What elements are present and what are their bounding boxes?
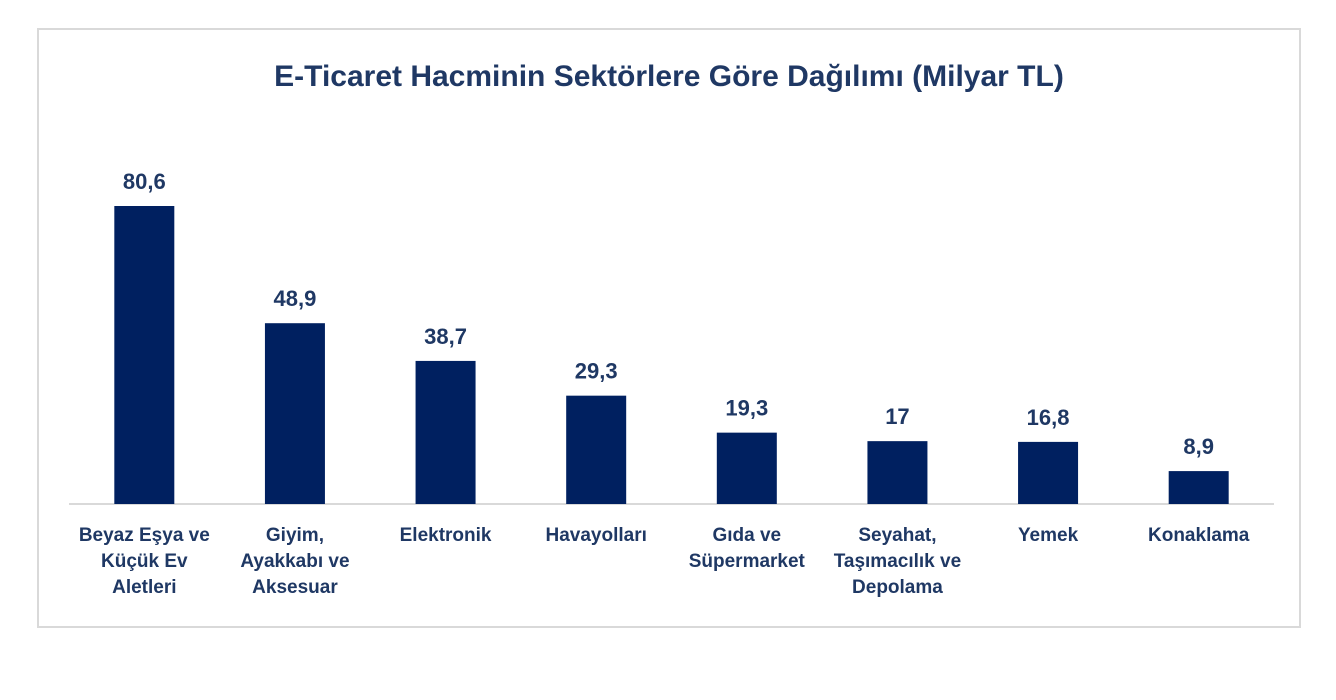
data-label: 48,9 bbox=[274, 286, 317, 311]
bar bbox=[1018, 441, 1079, 504]
data-label: 19,3 bbox=[725, 396, 768, 421]
category-label-line: Beyaz Eşya ve bbox=[78, 525, 210, 546]
data-label: 8,9 bbox=[1183, 434, 1214, 459]
category-label-line: Aletleri bbox=[112, 577, 177, 598]
bar bbox=[867, 441, 928, 504]
category-label-line: Ayakkabı ve bbox=[240, 551, 350, 572]
chart-title: E-Ticaret Hacminin Sektörlere Göre Dağıl… bbox=[274, 60, 1064, 93]
category-label: Yemek bbox=[973, 523, 1123, 549]
category-label-line: Süpermarket bbox=[688, 551, 805, 572]
category-label-line: Havayolları bbox=[545, 525, 647, 546]
category-label: Gıda ve Süpermarket bbox=[672, 523, 822, 575]
bar bbox=[1168, 471, 1229, 504]
bar bbox=[114, 206, 175, 504]
category-label-line: Gıda ve bbox=[712, 525, 782, 546]
data-label: 16,8 bbox=[1027, 405, 1070, 430]
category-label-line: Konaklama bbox=[1148, 525, 1250, 546]
category-label: Beyaz Eşya ve Küçük Ev Aletleri bbox=[69, 523, 219, 601]
data-label: 80,6 bbox=[123, 169, 166, 194]
bar bbox=[415, 360, 476, 504]
data-label: 29,3 bbox=[575, 359, 618, 384]
bar bbox=[716, 432, 777, 504]
category-label: Konaklama bbox=[1124, 523, 1274, 549]
chart-frame: E-Ticaret Hacminin Sektörlere Göre Dağıl… bbox=[37, 28, 1301, 628]
category-label: Elektronik bbox=[371, 523, 521, 549]
category-label-line: Giyim, bbox=[265, 525, 324, 546]
category-label-line: Aksesuar bbox=[252, 577, 338, 598]
category-label-line: Depolama bbox=[852, 577, 943, 598]
category-label: Giyim, Ayakkabı ve Aksesuar bbox=[220, 523, 370, 601]
category-label-line: Seyahat, bbox=[858, 525, 937, 546]
category-label-line: Yemek bbox=[1017, 525, 1079, 546]
category-label: Seyahat, Taşımacılık ve Depolama bbox=[822, 523, 972, 601]
data-label: 17 bbox=[885, 404, 909, 429]
category-label-line: Küçük Ev bbox=[101, 551, 188, 572]
data-label: 38,7 bbox=[424, 324, 467, 349]
bar-chart-plot: 80,6 48,9 38,7 29,3 19,3 17 16,8 8,9 bbox=[69, 169, 1274, 505]
bar bbox=[264, 323, 325, 504]
category-label: Havayolları bbox=[521, 523, 671, 549]
category-label-line: Taşımacılık ve bbox=[833, 551, 962, 572]
bar bbox=[566, 395, 627, 504]
category-label-line: Elektronik bbox=[399, 525, 492, 546]
